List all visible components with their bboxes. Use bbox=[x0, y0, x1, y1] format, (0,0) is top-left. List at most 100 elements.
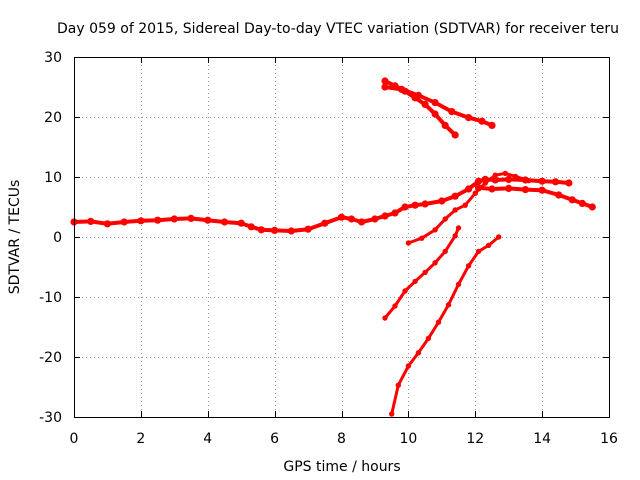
data-point bbox=[401, 203, 409, 211]
series-branch-track bbox=[406, 171, 531, 245]
data-point bbox=[465, 114, 473, 122]
data-point bbox=[371, 215, 379, 223]
data-point bbox=[431, 110, 439, 118]
grid bbox=[74, 57, 609, 417]
data-point bbox=[154, 216, 162, 224]
data-point bbox=[462, 202, 468, 208]
data-point bbox=[438, 197, 446, 205]
data-point bbox=[337, 213, 346, 221]
data-point bbox=[392, 303, 398, 309]
data-point bbox=[411, 201, 419, 209]
data-point bbox=[405, 240, 412, 246]
data-point bbox=[391, 209, 399, 217]
data-point bbox=[432, 227, 438, 233]
data-point bbox=[137, 217, 145, 225]
data-point bbox=[441, 121, 449, 129]
chart-title: Day 059 of 2015, Sidereal Day-to-day VTE… bbox=[57, 21, 619, 37]
y-tick-label: 20 bbox=[44, 110, 62, 126]
x-tick-label: 2 bbox=[136, 431, 145, 447]
data-point bbox=[414, 91, 422, 99]
x-tick-label: 10 bbox=[399, 431, 417, 447]
data-point bbox=[120, 218, 128, 226]
data-point bbox=[170, 215, 178, 223]
data-point bbox=[465, 185, 473, 193]
data-point bbox=[578, 199, 586, 207]
x-tick-label: 6 bbox=[270, 431, 279, 447]
data-point bbox=[405, 363, 412, 369]
data-point bbox=[415, 350, 422, 356]
data-point bbox=[502, 170, 508, 177]
data-point bbox=[451, 131, 459, 139]
data-point bbox=[435, 319, 442, 325]
data-point bbox=[103, 220, 111, 228]
data-point bbox=[220, 218, 229, 226]
data-point bbox=[526, 177, 532, 184]
data-point bbox=[432, 260, 438, 266]
x-tick-label: 0 bbox=[70, 431, 79, 447]
data-point bbox=[448, 108, 456, 116]
data-point bbox=[452, 207, 458, 213]
data-point bbox=[321, 219, 329, 227]
x-tick-labels: 0 2 4 6 8 10 12 14 16 bbox=[70, 431, 618, 447]
data-point bbox=[538, 177, 546, 185]
y-tick-label: 10 bbox=[44, 170, 62, 186]
data-point bbox=[187, 214, 195, 222]
data-point bbox=[512, 173, 519, 180]
x-tick-label: 4 bbox=[203, 431, 212, 447]
data-point bbox=[455, 281, 462, 288]
data-point bbox=[347, 215, 356, 223]
data-point bbox=[247, 223, 255, 231]
series-descending-track-2 bbox=[390, 235, 501, 416]
data-point bbox=[257, 226, 265, 234]
data-point bbox=[381, 212, 389, 220]
y-tick-label: -10 bbox=[39, 290, 62, 306]
data-point bbox=[419, 235, 425, 241]
data-point bbox=[412, 278, 418, 285]
data-point bbox=[421, 100, 429, 108]
y-tick-label: -30 bbox=[39, 410, 62, 426]
data-point bbox=[395, 382, 401, 388]
data-point bbox=[422, 269, 428, 276]
data-point bbox=[475, 248, 482, 255]
data-point bbox=[204, 216, 212, 224]
data-point bbox=[445, 302, 452, 308]
data-point bbox=[455, 225, 462, 231]
y-tick-label: 0 bbox=[53, 230, 62, 246]
data-point bbox=[465, 263, 472, 269]
data-point bbox=[478, 117, 486, 125]
ticks bbox=[74, 57, 610, 418]
data-point bbox=[488, 185, 496, 193]
data-point bbox=[304, 225, 312, 233]
data-point bbox=[475, 177, 483, 185]
data-point bbox=[287, 227, 295, 235]
y-axis-label: SDTVAR / TECUs bbox=[7, 180, 23, 295]
data-point bbox=[505, 175, 513, 183]
data-point bbox=[271, 226, 279, 234]
data-point bbox=[482, 180, 488, 186]
data-point bbox=[588, 203, 596, 211]
series-main-band-lower bbox=[476, 185, 595, 209]
data-point bbox=[389, 411, 395, 417]
data-point bbox=[521, 186, 530, 194]
data-point bbox=[381, 77, 389, 85]
data-point bbox=[565, 179, 573, 187]
data-point bbox=[568, 196, 576, 204]
data-point bbox=[431, 99, 439, 107]
data-point bbox=[402, 288, 408, 294]
x-axis-label: GPS time / hours bbox=[283, 459, 400, 475]
data-point bbox=[421, 200, 429, 208]
x-tick-label: 14 bbox=[533, 431, 551, 447]
y-tick-label: 30 bbox=[44, 50, 62, 66]
data-point bbox=[442, 248, 448, 255]
data-point bbox=[442, 216, 448, 222]
data-point bbox=[382, 315, 388, 321]
data-point bbox=[87, 217, 95, 225]
data-point bbox=[472, 190, 478, 196]
data-point bbox=[555, 191, 563, 199]
data-point bbox=[452, 233, 458, 239]
data-point bbox=[451, 192, 459, 200]
data-point bbox=[492, 172, 498, 178]
data-point bbox=[505, 184, 513, 192]
data-point bbox=[381, 83, 389, 91]
